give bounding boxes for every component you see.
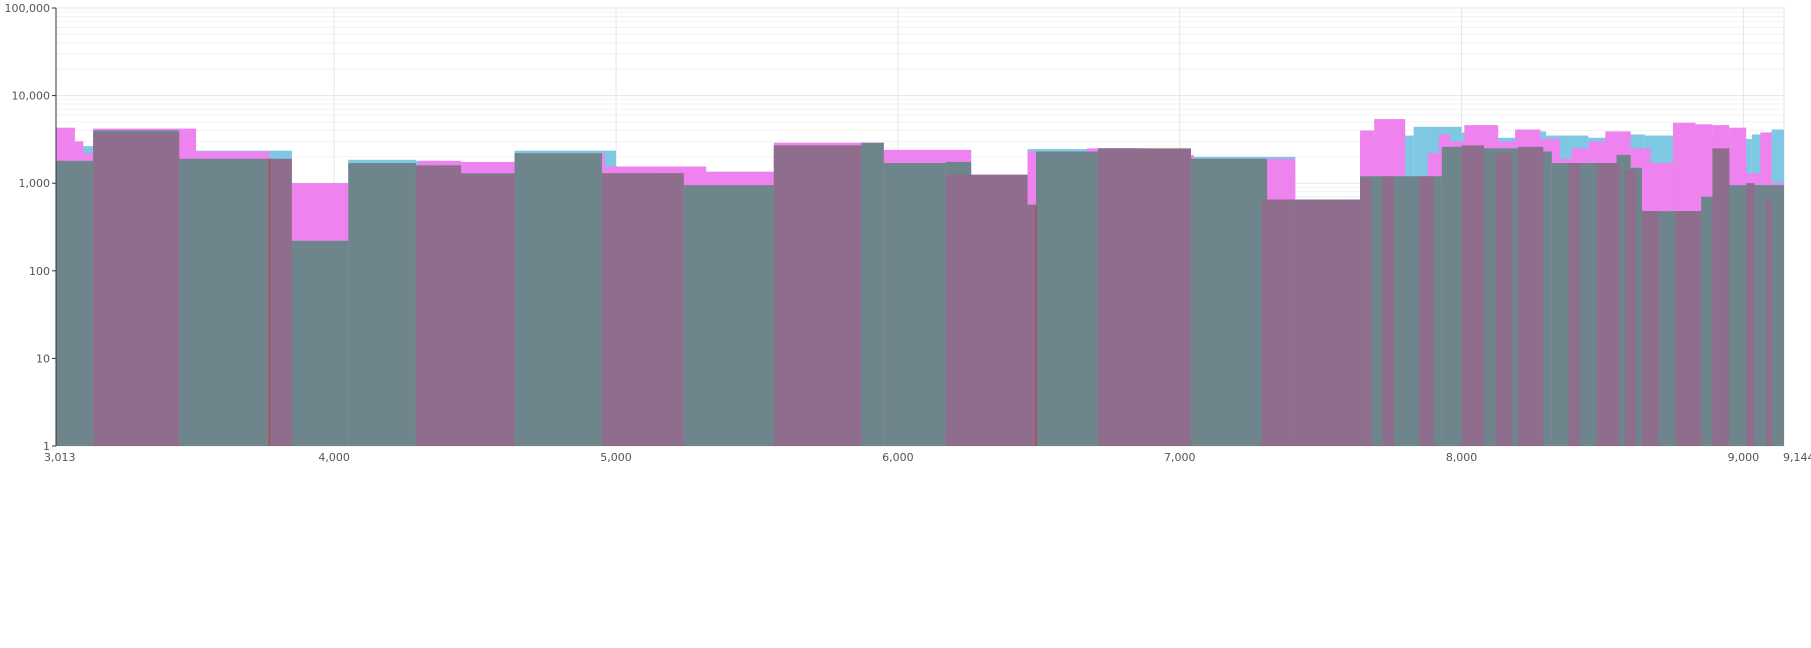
area-segment [1190,158,1268,446]
area-segment [773,145,862,446]
series-areas [56,119,1784,447]
area-segment [601,173,684,446]
area-segment [415,165,462,446]
area-segment [1393,176,1442,446]
x-tick-label: 9,144 [1783,451,1811,464]
x-tick-label: 9,000 [1728,451,1760,464]
y-tick-labels: 1 10 100 1,000 10,000 100,000 [5,2,56,453]
y-tick-label: 1 [43,440,50,453]
area-segment [1382,176,1394,446]
area-segment [1596,163,1620,446]
area-segment [179,158,273,446]
area-segment [1517,146,1544,446]
area-segment [883,163,946,446]
x-tick-labels: 3,013 4,000 5,000 6,000 7,000 8,000 9,000 9,144 [44,451,1811,464]
area-segment [1712,148,1730,446]
area-segment [286,240,349,446]
series-4 [93,133,1772,447]
area-segment [861,142,884,446]
area-segment [1027,205,1036,446]
y-tick-label: 1,000 [19,177,51,190]
area-segment [1625,170,1637,447]
area-segment [1701,196,1716,446]
area-segment [56,160,94,446]
area-segment [1295,199,1361,446]
area-segment [1419,176,1434,446]
marker-lines [268,158,1037,446]
y-tick-label: 10 [36,352,50,365]
area-segment [1765,199,1772,446]
area-segment [1568,163,1580,446]
area-segment [1097,148,1191,446]
y-tick-label: 10,000 [12,90,51,103]
area-segment [683,185,774,446]
x-tick-label: 3,013 [44,451,76,464]
y-tick-label: 100,000 [5,2,51,15]
area-segment [461,174,515,446]
x-tick-label: 6,000 [882,451,914,464]
area-segment [1261,199,1296,446]
x-tick-label: 5,000 [600,451,632,464]
area-segment [945,174,1028,446]
x-tick-label: 8,000 [1446,451,1478,464]
area-segment [269,158,292,446]
area-segment [514,153,602,446]
area-segment [1729,185,1784,446]
x-tick-label: 4,000 [318,451,350,464]
area-segment [1746,183,1755,446]
area-segment [1035,151,1098,446]
area-segment [1360,177,1372,446]
area-segment [348,163,416,446]
x-tick-label: 7,000 [1164,451,1196,464]
area-segment [1495,153,1513,446]
area-segment [1461,145,1485,446]
area-segment [93,133,180,446]
area-segment [1641,211,1659,446]
y-tick-label: 100 [29,265,50,278]
area-segment [1675,211,1702,446]
